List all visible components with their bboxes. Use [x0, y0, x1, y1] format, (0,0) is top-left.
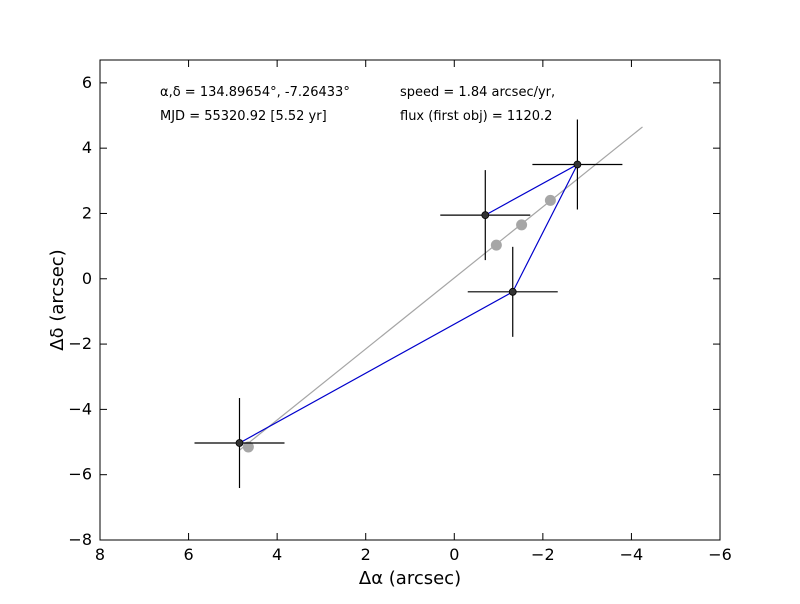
x-tick-label: −2 [531, 545, 555, 564]
detection-point [508, 287, 517, 296]
predicted-point [544, 194, 556, 206]
predicted-points-layer [242, 194, 556, 453]
y-tick-label: 4 [82, 138, 92, 157]
annotation-coords: α,δ = 134.89654°, -7.26433° [160, 85, 350, 100]
y-tick-label: 0 [82, 269, 92, 288]
y-tick-label: 6 [82, 73, 92, 92]
x-axis-label: Δα (arcsec) [359, 568, 461, 589]
fit-line [239, 126, 643, 451]
annotation-mjd: MJD = 55320.92 [5.52 yr] [160, 109, 327, 124]
x-tick-label: −4 [620, 545, 644, 564]
y-tick-label: −8 [68, 530, 92, 549]
y-tick-label: 2 [82, 203, 92, 222]
x-tick-label: 8 [95, 545, 105, 564]
y-axis-label: Δδ (arcsec) [47, 249, 68, 350]
detection-points-layer [235, 160, 582, 447]
y-tick-label: −4 [68, 399, 92, 418]
annotation-flux: flux (first obj) = 1120.2 [400, 109, 552, 124]
detection-point [573, 160, 582, 169]
predicted-point [242, 441, 254, 453]
detection-point [235, 439, 244, 447]
x-tick-label: 6 [183, 545, 193, 564]
ticks-layer: 8 6 4 2 0 −2 −4 −6 −8 −6 −4 −2 0 2 4 6 [68, 60, 732, 564]
motion-path-line [239, 163, 579, 444]
predicted-point [516, 219, 528, 231]
plot-frame [99, 59, 721, 541]
y-tick-label: −2 [68, 334, 92, 353]
x-tick-label: −6 [708, 545, 732, 564]
predicted-point [490, 239, 502, 251]
y-tick-label: −6 [68, 465, 92, 484]
x-tick-label: 4 [272, 545, 282, 564]
annotation-speed: speed = 1.84 arcsec/yr, [400, 85, 555, 100]
x-tick-label: 0 [449, 545, 459, 564]
x-tick-label: 2 [361, 545, 371, 564]
motion-path-layer [239, 163, 579, 444]
fit-line-layer [239, 126, 643, 451]
detection-point [481, 211, 490, 220]
